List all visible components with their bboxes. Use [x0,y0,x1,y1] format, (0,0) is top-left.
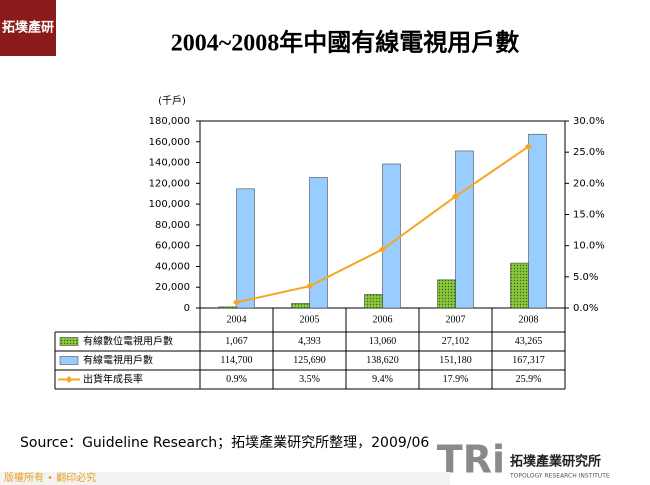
logo-box [0,0,56,56]
growth-marker [378,245,387,253]
table-value: 25.9% [516,374,542,385]
table-value: 13,060 [369,336,397,347]
table-value: 3.5% [299,374,320,385]
table-value: 17.9% [443,374,469,385]
y2-tick-label: 5.0% [573,272,598,283]
table-value: 1,067 [225,336,248,347]
footer-bar [0,472,450,485]
legend-label: 出貨年成長率 [83,373,143,386]
y2-tick-label: 20.0% [573,178,605,189]
x-tick-label: 2007 [446,314,466,325]
y2-tick-label: 10.0% [573,241,605,252]
bar [364,294,383,309]
y2-tick-label: 0.0% [573,303,598,314]
table-value: 43,265 [515,336,543,347]
table-value: 151,180 [439,355,472,366]
legend-label: 有線數位電視用戶數 [83,335,173,348]
table-value: 0.9% [226,374,247,385]
table-value: 167,317 [512,355,545,366]
y-tick-label: 80,000 [155,220,190,231]
growth-marker [305,282,314,290]
table-value: 4,393 [298,336,321,347]
table-value: 114,700 [220,355,252,366]
x-tick-label: 2004 [227,314,247,325]
bar [382,163,401,309]
y-axis-label: (千戶) [158,95,186,107]
x-tick-label: 2005 [300,314,320,325]
logo-name: 拓墣產業研究所 [510,454,601,470]
y-tick-label: 140,000 [149,158,190,169]
y-tick-label: 40,000 [155,261,190,272]
y-tick-label: 120,000 [149,178,190,189]
table-value: 125,690 [293,355,326,366]
y-tick-label: 60,000 [155,241,190,252]
legend-swatch [65,375,73,384]
footer: 版權所有 • 翻印必究 [4,471,96,484]
chart-title: 2004~2008年中國有線電視用戶數 [171,29,519,57]
growth-marker [232,298,241,306]
legend-label: 有線電視用戶數 [83,354,153,367]
growth-marker [524,143,533,151]
bar [236,188,255,309]
growth-marker [451,192,460,200]
x-tick-label: 2008 [519,314,539,325]
legend-swatch [59,337,79,346]
y-tick-label: 100,000 [149,199,190,210]
y-tick-label: 160,000 [149,137,190,148]
table-value: 138,620 [366,355,399,366]
x-tick-label: 2006 [373,314,393,325]
bar [291,303,310,309]
logo-mark: 拓墣產研 [2,20,54,36]
table-value: 9.4% [372,374,393,385]
source: Source：Guideline Research；拓墣產業研究所整理，2009… [20,434,429,451]
y2-tick-label: 30.0% [573,116,605,127]
y2-tick-label: 15.0% [573,210,605,221]
table-value: 27,102 [442,336,470,347]
bar [455,150,474,309]
legend-swatch [59,356,79,365]
bar [309,177,328,309]
y-tick-label: 0 [184,303,190,314]
bar [510,262,529,309]
bar [528,133,547,309]
y-tick-label: 20,000 [155,282,190,293]
bar [437,279,456,309]
bar [218,306,237,309]
y-tick-label: 180,000 [149,116,190,127]
y2-tick-label: 25.0% [573,147,605,158]
logo-english: TOPOLOGY RESEARCH INSTITUTE [509,473,610,480]
